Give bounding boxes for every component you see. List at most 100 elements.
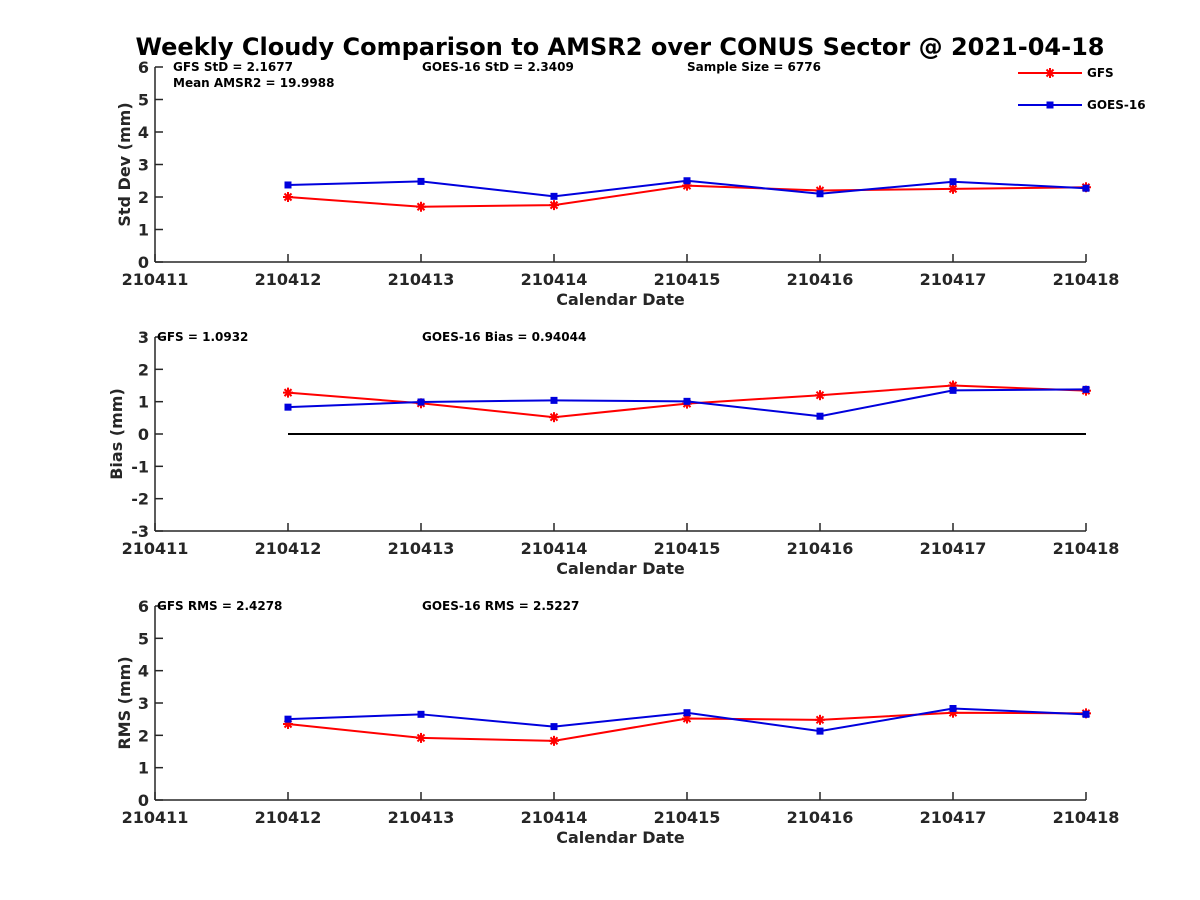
x-tick-label: 210413 bbox=[388, 270, 455, 289]
data-point-goes bbox=[417, 177, 425, 185]
data-point-goes bbox=[1082, 184, 1090, 192]
legend-gfs-marker bbox=[1045, 68, 1055, 78]
x-tick-label: 210418 bbox=[1053, 539, 1120, 558]
data-point-gfs bbox=[815, 390, 825, 401]
stat-annotation: GOES-16 StD = 2.3409 bbox=[422, 60, 574, 74]
data-point-goes bbox=[816, 412, 824, 420]
legend-gfs-asterisk bbox=[1045, 68, 1055, 78]
y-tick-label: 6 bbox=[138, 58, 149, 77]
x-tick-label: 210415 bbox=[654, 270, 721, 289]
x-tick-label: 210418 bbox=[1053, 270, 1120, 289]
data-point-gfs bbox=[549, 735, 559, 746]
data-point-gfs bbox=[549, 412, 559, 423]
y-tick-label: 6 bbox=[138, 597, 149, 616]
data-point-goes bbox=[550, 396, 558, 404]
stat-annotation: Mean AMSR2 = 19.9988 bbox=[173, 76, 334, 90]
data-point-goes bbox=[417, 710, 425, 718]
legend-goes-marker bbox=[1046, 101, 1054, 109]
y-tick-label: 0 bbox=[138, 425, 149, 444]
x-tick-label: 210416 bbox=[787, 539, 854, 558]
y-axis-label: Bias (mm) bbox=[107, 388, 126, 480]
y-tick-label: 0 bbox=[138, 791, 149, 810]
x-axis-label: Calendar Date bbox=[556, 290, 685, 309]
legend-gfs-label: GFS bbox=[1087, 66, 1114, 80]
data-point-goes bbox=[949, 178, 957, 186]
stat-annotation: Sample Size = 6776 bbox=[687, 60, 821, 74]
x-tick-label: 210413 bbox=[388, 539, 455, 558]
x-tick-label: 210411 bbox=[122, 539, 189, 558]
data-point-goes bbox=[284, 181, 292, 189]
y-tick-label: 3 bbox=[138, 156, 149, 175]
stat-annotation: GFS RMS = 2.4278 bbox=[157, 599, 282, 613]
x-tick-label: 210415 bbox=[654, 808, 721, 827]
y-tick-label: 1 bbox=[138, 221, 149, 240]
data-point-gfs bbox=[948, 183, 958, 194]
x-tick-label: 210411 bbox=[122, 808, 189, 827]
stat-annotation: GFS = 1.0932 bbox=[157, 330, 248, 344]
data-point-gfs bbox=[416, 732, 426, 743]
y-tick-label: 2 bbox=[138, 188, 149, 207]
x-tick-label: 210412 bbox=[255, 808, 322, 827]
x-axis-label: Calendar Date bbox=[556, 559, 685, 578]
data-point-goes bbox=[683, 397, 691, 405]
data-point-goes bbox=[683, 177, 691, 185]
data-point-goes bbox=[683, 709, 691, 717]
x-tick-label: 210412 bbox=[255, 539, 322, 558]
panel-3: 210411 210412 210413 210414 210415 210416 2104… bbox=[115, 597, 1119, 847]
x-tick-label: 210417 bbox=[920, 270, 987, 289]
x-tick-label: 210417 bbox=[920, 808, 987, 827]
data-point-gfs bbox=[815, 714, 825, 725]
y-tick-label: 3 bbox=[138, 328, 149, 347]
stat-annotation: GOES-16 Bias = 0.94044 bbox=[422, 330, 586, 344]
data-point-gfs bbox=[283, 192, 293, 202]
panel-1: 210411 210412 210413 210414 210415 210416 2104… bbox=[115, 58, 1119, 309]
data-point-gfs bbox=[416, 201, 426, 212]
x-tick-label: 210414 bbox=[521, 270, 588, 289]
y-tick-label: 4 bbox=[138, 662, 149, 681]
x-tick-label: 210414 bbox=[521, 539, 588, 558]
stat-annotation: GOES-16 RMS = 2.5227 bbox=[422, 599, 579, 613]
y-tick-label: 3 bbox=[138, 694, 149, 713]
legend: GFS GOES-16 bbox=[1018, 66, 1146, 112]
y-tick-label: -3 bbox=[131, 522, 149, 541]
x-tick-label: 210417 bbox=[920, 539, 987, 558]
y-tick-label: 5 bbox=[138, 629, 149, 648]
panel-2: 210411 210412 210413 210414 210415 210416 2104… bbox=[107, 328, 1119, 578]
legend-goes-label: GOES-16 bbox=[1087, 98, 1146, 112]
x-tick-label: 210413 bbox=[388, 808, 455, 827]
data-point-goes bbox=[550, 723, 558, 731]
data-point-goes bbox=[550, 192, 558, 200]
data-point-goes bbox=[949, 386, 957, 394]
stat-annotation: GFS StD = 2.1677 bbox=[173, 60, 293, 74]
chart-title: Weekly Cloudy Comparison to AMSR2 over C… bbox=[136, 33, 1105, 61]
x-tick-label: 210412 bbox=[255, 270, 322, 289]
data-point-goes bbox=[417, 398, 425, 406]
data-point-goes bbox=[816, 190, 824, 198]
y-tick-label: 5 bbox=[138, 91, 149, 110]
data-point-gfs bbox=[549, 200, 559, 211]
y-tick-label: 1 bbox=[138, 393, 149, 412]
data-point-goes bbox=[1082, 385, 1090, 393]
x-tick-label: 210416 bbox=[787, 808, 854, 827]
y-tick-label: 4 bbox=[138, 123, 149, 142]
y-tick-label: -1 bbox=[131, 457, 149, 476]
data-point-goes bbox=[816, 727, 824, 735]
y-axis-label: RMS (mm) bbox=[115, 656, 134, 749]
y-tick-label: 2 bbox=[138, 726, 149, 745]
data-point-gfs bbox=[283, 387, 293, 398]
y-tick-label: -2 bbox=[131, 490, 149, 509]
x-axis-label: Calendar Date bbox=[556, 828, 685, 847]
y-tick-label: 0 bbox=[138, 253, 149, 272]
x-tick-label: 210414 bbox=[521, 808, 588, 827]
x-tick-label: 210416 bbox=[787, 270, 854, 289]
data-point-goes bbox=[284, 715, 292, 723]
y-axis-label: Std Dev (mm) bbox=[115, 102, 134, 226]
x-tick-label: 210411 bbox=[122, 270, 189, 289]
data-point-goes bbox=[1082, 710, 1090, 718]
x-tick-label: 210415 bbox=[654, 539, 721, 558]
data-point-goes bbox=[284, 403, 292, 411]
y-tick-label: 2 bbox=[138, 360, 149, 379]
data-point-goes bbox=[949, 704, 957, 712]
y-tick-label: 1 bbox=[138, 759, 149, 778]
